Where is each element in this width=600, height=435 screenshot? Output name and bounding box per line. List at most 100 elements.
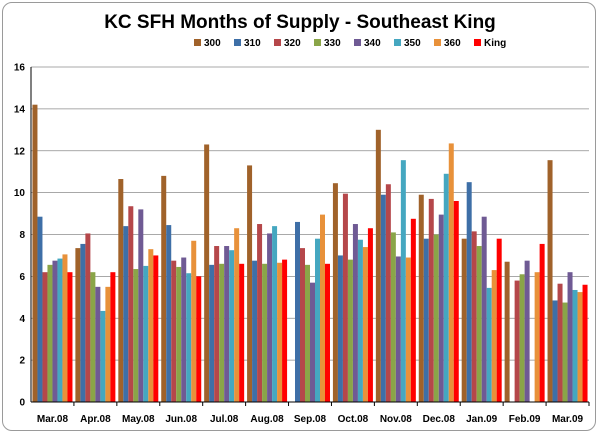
bar	[262, 263, 268, 402]
bar	[466, 182, 472, 402]
bar	[337, 255, 343, 402]
x-tick-label: Sep.08	[294, 414, 327, 425]
bar	[128, 206, 134, 402]
bar	[57, 258, 63, 402]
bar	[582, 284, 588, 402]
bar	[204, 144, 210, 402]
legend-label: 310	[244, 38, 261, 49]
bar	[453, 201, 459, 402]
legend-label: King	[484, 38, 506, 49]
bar	[166, 225, 172, 402]
bar	[418, 194, 424, 402]
bar	[448, 143, 454, 403]
x-tick-label: Jun.08	[165, 414, 197, 425]
bar	[332, 183, 338, 402]
bar	[272, 226, 278, 403]
bar	[491, 270, 497, 402]
legend-label: 300	[204, 38, 221, 49]
bar	[539, 243, 545, 402]
bar	[514, 280, 520, 402]
x-tick-label: Nov.08	[380, 414, 412, 425]
bar	[295, 221, 300, 402]
legend-label: 360	[444, 38, 461, 49]
bar	[42, 272, 48, 402]
y-tick-label: 10	[14, 188, 26, 199]
x-tick-label: Feb.09	[509, 414, 541, 425]
bar	[32, 104, 38, 402]
bar	[229, 250, 235, 402]
bar	[214, 246, 220, 402]
axes	[30, 67, 589, 403]
bar	[342, 193, 348, 402]
x-tick-label: Dec.08	[423, 414, 456, 425]
legend-swatch	[354, 39, 361, 46]
bar	[239, 263, 245, 402]
bar	[362, 247, 368, 402]
y-tick-label: 12	[14, 146, 26, 157]
bar	[572, 289, 578, 402]
bar	[562, 302, 568, 402]
bar	[481, 216, 487, 402]
bar	[161, 175, 167, 402]
bar	[524, 260, 530, 402]
y-tick-label: 2	[19, 356, 25, 367]
bar	[380, 194, 386, 402]
y-tick-label: 4	[19, 314, 25, 325]
bar	[234, 228, 240, 402]
bar	[123, 226, 129, 403]
bar	[75, 248, 81, 402]
bar	[219, 263, 225, 402]
legend-swatch	[194, 39, 201, 46]
x-tick-label: Oct.08	[338, 414, 369, 425]
bar	[67, 272, 73, 402]
bar	[300, 248, 305, 402]
legend-swatch	[434, 39, 441, 46]
bar	[85, 233, 91, 402]
bar	[252, 260, 258, 402]
y-tick-label: 16	[14, 63, 26, 74]
bar	[209, 264, 215, 402]
legend: 300 310 320 330 340 350 360 King	[194, 38, 506, 49]
legend-label: 320	[284, 38, 301, 49]
bar	[305, 264, 310, 402]
x-tick-label: May.08	[122, 414, 155, 425]
bar	[186, 273, 192, 402]
bar	[95, 286, 101, 402]
bar	[171, 260, 177, 402]
chart-title: KC SFH Months of Supply - Southeast King	[104, 12, 496, 33]
bar	[247, 165, 253, 402]
y-tick-label: 0	[19, 398, 25, 409]
bar	[118, 179, 124, 402]
bar	[438, 214, 444, 402]
bar	[191, 240, 197, 402]
legend-swatch	[474, 39, 481, 46]
bar	[519, 274, 525, 402]
bar	[423, 238, 429, 402]
bar	[325, 263, 330, 402]
bar	[557, 283, 563, 402]
bar	[62, 254, 68, 402]
bar	[428, 198, 434, 402]
bar	[47, 264, 53, 402]
bar	[267, 233, 273, 402]
bar	[461, 238, 467, 402]
bar	[405, 257, 411, 402]
bar	[433, 234, 439, 402]
bar	[52, 260, 58, 402]
bars	[32, 104, 588, 403]
bar	[143, 265, 149, 402]
bar	[400, 160, 406, 402]
y-tick-label: 8	[19, 230, 25, 241]
bar	[90, 272, 96, 402]
bar	[277, 262, 283, 402]
x-tick-label: Jan.09	[466, 414, 498, 425]
legend-swatch	[394, 39, 401, 46]
bar	[567, 272, 573, 402]
bar	[547, 160, 553, 402]
x-tick-label: Mar.08	[37, 414, 69, 425]
bar	[347, 259, 353, 403]
x-tick-label: Mar.09	[552, 414, 584, 425]
legend-label: 350	[404, 38, 421, 49]
bar	[196, 276, 202, 403]
